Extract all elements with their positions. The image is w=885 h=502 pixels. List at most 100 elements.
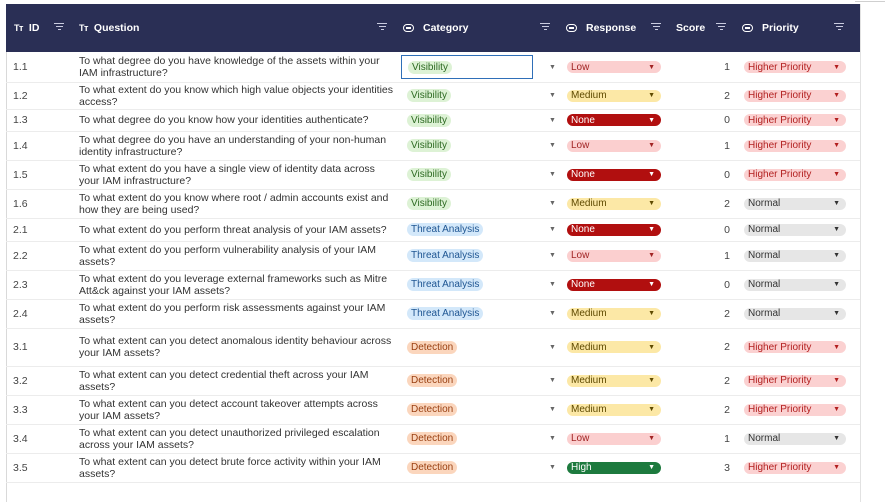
priority-pill: Normal ▼ bbox=[744, 223, 846, 236]
priority-select[interactable]: Higher Priority ▼ bbox=[744, 328, 846, 366]
response-select[interactable]: None ▼ bbox=[567, 109, 662, 131]
category-select[interactable]: Detection bbox=[401, 366, 533, 395]
category-select[interactable]: Threat Analysis bbox=[401, 270, 533, 299]
category-select[interactable]: Threat Analysis bbox=[401, 218, 533, 241]
table-row[interactable]: 2.4 To what extent do you perform risk as… bbox=[6, 299, 860, 329]
response-select[interactable]: Low ▼ bbox=[567, 52, 662, 82]
response-pill: High ▼ bbox=[567, 461, 661, 474]
priority-select[interactable]: Higher Priority ▼ bbox=[744, 52, 846, 82]
chevron-down-icon[interactable]: ▼ bbox=[549, 171, 556, 178]
priority-select[interactable]: Higher Priority ▼ bbox=[744, 453, 846, 482]
chevron-down-icon[interactable]: ▼ bbox=[549, 343, 556, 351]
row-question: To what extent can you detect brute forc… bbox=[79, 455, 381, 480]
filter-icon[interactable] bbox=[834, 23, 844, 32]
chevron-down-icon[interactable]: ▼ bbox=[549, 435, 556, 442]
category-select[interactable]: Detection bbox=[401, 395, 533, 424]
category-pill: Threat Analysis bbox=[407, 278, 484, 291]
chevron-down-icon[interactable]: ▼ bbox=[549, 252, 556, 259]
column-header-id[interactable]: Tт ID bbox=[14, 4, 39, 52]
filter-icon[interactable] bbox=[54, 23, 64, 32]
table-row[interactable]: 1.2 To what extent do you know which high… bbox=[6, 82, 860, 110]
chevron-down-icon: ▼ bbox=[833, 252, 840, 259]
chevron-down-icon: ▼ bbox=[648, 281, 655, 288]
chevron-down-icon: ▼ bbox=[648, 92, 655, 99]
category-select[interactable]: Detection bbox=[401, 453, 533, 482]
category-select[interactable]: Visibility bbox=[401, 82, 533, 109]
table-row[interactable]: 3.2 To what extent can you detect credent… bbox=[6, 366, 860, 396]
column-header-category[interactable]: Category bbox=[403, 4, 469, 52]
response-select[interactable]: Medium ▼ bbox=[567, 82, 662, 109]
response-select[interactable]: Medium ▼ bbox=[567, 328, 662, 366]
table-row[interactable]: 3.1 To what extent can you detect anomalo… bbox=[6, 328, 860, 367]
response-select[interactable]: Medium ▼ bbox=[567, 299, 662, 328]
priority-select[interactable]: Higher Priority ▼ bbox=[744, 395, 846, 424]
category-select[interactable]: Threat Analysis bbox=[401, 241, 533, 270]
response-select[interactable]: None ▼ bbox=[567, 218, 662, 241]
category-select[interactable]: Threat Analysis bbox=[401, 299, 533, 328]
table-body: 1.1 To what degree do you have knowledge … bbox=[6, 52, 860, 483]
priority-select[interactable]: Higher Priority ▼ bbox=[744, 160, 846, 189]
category-select[interactable]: Detection bbox=[401, 424, 533, 453]
filter-icon[interactable] bbox=[540, 23, 550, 32]
response-select[interactable]: Low ▼ bbox=[567, 241, 662, 270]
table-row[interactable]: 2.1 To what extent do you perform threat … bbox=[6, 218, 860, 242]
table-row[interactable]: 1.5 To what extent do you have a single v… bbox=[6, 160, 860, 190]
priority-select[interactable]: Higher Priority ▼ bbox=[744, 131, 846, 160]
priority-select[interactable]: Normal ▼ bbox=[744, 299, 846, 328]
table-row[interactable]: 2.3 To what extent do you leverage extern… bbox=[6, 270, 860, 300]
chevron-down-icon[interactable]: ▼ bbox=[549, 116, 556, 124]
priority-select[interactable]: Higher Priority ▼ bbox=[744, 366, 846, 395]
chevron-down-icon[interactable]: ▼ bbox=[549, 464, 556, 471]
response-select[interactable]: None ▼ bbox=[567, 270, 662, 299]
table-row[interactable]: 3.3 To what extent can you detect account… bbox=[6, 395, 860, 425]
response-select[interactable]: Medium ▼ bbox=[567, 395, 662, 424]
category-select[interactable]: Visibility bbox=[401, 160, 533, 189]
column-header-response[interactable]: Response bbox=[566, 4, 636, 52]
chevron-down-icon[interactable]: ▼ bbox=[549, 310, 556, 317]
column-header-priority[interactable]: Priority bbox=[742, 4, 799, 52]
priority-select[interactable]: Higher Priority ▼ bbox=[744, 109, 846, 131]
chevron-down-icon[interactable]: ▼ bbox=[549, 406, 556, 413]
chevron-down-icon[interactable]: ▼ bbox=[549, 63, 556, 71]
response-select[interactable]: High ▼ bbox=[567, 453, 662, 482]
response-select[interactable]: Medium ▼ bbox=[567, 189, 662, 218]
column-header-score[interactable]: Score bbox=[676, 4, 705, 52]
table-row[interactable]: 3.5 To what extent can you detect brute f… bbox=[6, 453, 860, 483]
table-row[interactable]: 1.6 To what extent do you know where root… bbox=[6, 189, 860, 219]
response-value: Low bbox=[571, 61, 590, 73]
priority-select[interactable]: Normal ▼ bbox=[744, 189, 846, 218]
priority-select[interactable]: Normal ▼ bbox=[744, 424, 846, 453]
response-select[interactable]: None ▼ bbox=[567, 160, 662, 189]
table-row[interactable]: 2.2 To what extent do you perform vulnera… bbox=[6, 241, 860, 271]
category-select[interactable]: Visibility bbox=[401, 55, 533, 79]
response-value: None bbox=[571, 169, 595, 180]
priority-select[interactable]: Higher Priority ▼ bbox=[744, 82, 846, 109]
response-select[interactable]: Low ▼ bbox=[567, 131, 662, 160]
category-select[interactable]: Visibility bbox=[401, 189, 533, 218]
chevron-down-icon[interactable]: ▼ bbox=[549, 377, 556, 384]
table-row[interactable]: 1.4 To what degree do you have an underst… bbox=[6, 131, 860, 161]
category-select[interactable]: Detection bbox=[401, 328, 533, 366]
chevron-down-icon[interactable]: ▼ bbox=[549, 281, 556, 288]
chevron-down-icon[interactable]: ▼ bbox=[549, 142, 556, 149]
table-row[interactable]: 3.4 To what extent can you detect unautho… bbox=[6, 424, 860, 454]
filter-icon[interactable] bbox=[651, 23, 661, 32]
table-row[interactable]: 1.3 To what degree do you know how your i… bbox=[6, 109, 860, 132]
chevron-down-icon[interactable]: ▼ bbox=[549, 92, 556, 99]
row-score: 2 bbox=[724, 341, 730, 353]
filter-icon[interactable] bbox=[716, 23, 726, 32]
category-select[interactable]: Visibility bbox=[401, 109, 533, 131]
filter-icon[interactable] bbox=[377, 23, 387, 32]
response-select[interactable]: Low ▼ bbox=[567, 424, 662, 453]
priority-select[interactable]: Normal ▼ bbox=[744, 241, 846, 270]
response-pill: None ▼ bbox=[567, 223, 661, 236]
column-header-question[interactable]: Tт Question bbox=[79, 4, 139, 52]
table-row[interactable]: 1.1 To what degree do you have knowledge … bbox=[6, 52, 860, 83]
chevron-down-icon[interactable]: ▼ bbox=[549, 226, 556, 233]
priority-select[interactable]: Normal ▼ bbox=[744, 270, 846, 299]
response-select[interactable]: Medium ▼ bbox=[567, 366, 662, 395]
chevron-down-icon[interactable]: ▼ bbox=[549, 200, 556, 207]
priority-select[interactable]: Normal ▼ bbox=[744, 218, 846, 241]
category-select[interactable]: Visibility bbox=[401, 131, 533, 160]
priority-pill: Higher Priority ▼ bbox=[744, 341, 846, 353]
